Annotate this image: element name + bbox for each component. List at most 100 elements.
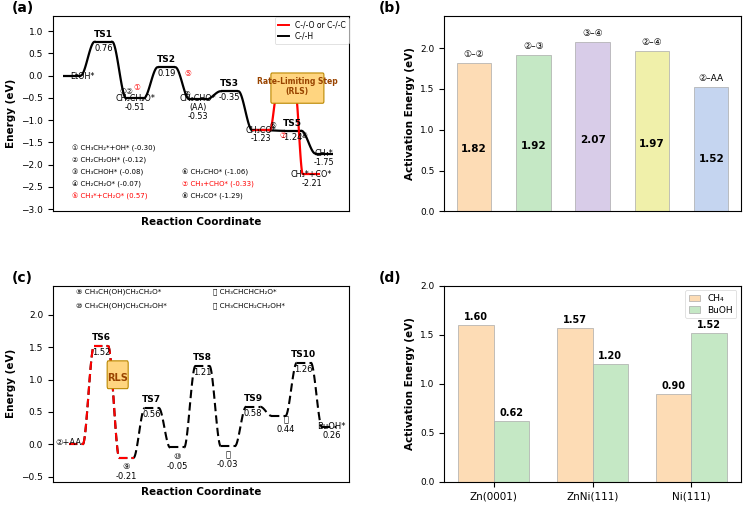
Text: ②+AA: ②+AA [55,438,81,447]
Bar [494,421,529,482]
Bar [458,325,494,482]
Text: 1.21: 1.21 [194,368,212,377]
Text: ⑩: ⑩ [173,452,181,461]
Text: ①: ① [133,83,140,92]
Text: ②–AA: ②–AA [699,74,723,83]
Text: CH₄*: CH₄* [314,149,333,158]
Text: ④: ④ [184,90,191,99]
Text: ⑨: ⑨ [122,463,130,471]
Text: ⑧ CH₂CO* (-1.29): ⑧ CH₂CO* (-1.29) [182,193,243,200]
Text: ①: ① [120,87,127,96]
Text: EtOH*: EtOH* [70,72,94,81]
Text: 0.44: 0.44 [277,425,296,435]
Text: TS8: TS8 [193,353,212,362]
Text: TS5: TS5 [284,119,302,128]
Text: ⑤: ⑤ [184,69,191,78]
Text: ⑨ CH₃CH(OH)CH₂CH₂O*: ⑨ CH₃CH(OH)CH₂CH₂O* [76,289,161,295]
Text: 0.62: 0.62 [500,408,524,418]
Text: 1.52: 1.52 [92,348,110,357]
Y-axis label: Activation Energy (eV): Activation Energy (eV) [404,318,415,450]
Text: -1.75: -1.75 [314,158,335,167]
Y-axis label: Energy (eV): Energy (eV) [6,349,16,419]
Text: (c): (c) [11,271,33,285]
Text: 2.07: 2.07 [580,136,606,146]
Text: CH₃CH₂O*: CH₃CH₂O* [115,94,155,103]
Bar [575,42,610,211]
Text: ② CH₂CH₂OH* (-0.12): ② CH₂CH₂OH* (-0.12) [72,156,147,163]
Text: -0.51: -0.51 [125,103,145,112]
Text: 1.52: 1.52 [697,320,721,330]
Text: ⑫: ⑫ [284,416,289,425]
Text: 1.57: 1.57 [562,315,587,325]
Text: TS3: TS3 [220,79,239,88]
Bar [635,51,669,211]
Text: 0.19: 0.19 [157,69,175,78]
Text: 0.90: 0.90 [662,381,686,391]
Text: TS9: TS9 [243,394,262,403]
Text: TS10: TS10 [291,350,317,359]
Legend: C-/-O or C-/-C, C-/-H: C-/-O or C-/-C, C-/-H [275,18,349,44]
Text: ⑩ CH₃CH(OH)CH₂CH₂OH*: ⑩ CH₃CH(OH)CH₂CH₂OH* [76,303,166,309]
Text: ⑤ CH₃*+CH₂O* (0.57): ⑤ CH₃*+CH₂O* (0.57) [72,193,147,200]
Text: TS6: TS6 [91,333,110,342]
Text: ① CH₃CH₂*+OH* (-0.30): ① CH₃CH₂*+OH* (-0.30) [72,145,156,152]
Text: 0.58: 0.58 [244,409,262,418]
Text: TS2: TS2 [157,55,176,64]
Text: ⑦: ⑦ [280,131,287,140]
Bar [692,333,727,482]
Text: -1.24: -1.24 [282,133,303,142]
Text: 0.76: 0.76 [94,44,113,53]
FancyBboxPatch shape [271,73,324,103]
Text: 1.82: 1.82 [461,144,487,154]
Text: BuOH*: BuOH* [318,422,346,430]
Text: TS7: TS7 [142,395,161,404]
Text: -0.53: -0.53 [187,112,209,121]
Text: TS1: TS1 [94,30,113,39]
Text: 1.92: 1.92 [520,140,546,151]
Text: Rate-Limiting Step
(RLS): Rate-Limiting Step (RLS) [257,77,338,96]
Text: TS4: TS4 [277,78,296,87]
Text: ①–②: ①–② [463,50,485,59]
Y-axis label: Activation Energy (eV): Activation Energy (eV) [404,47,415,180]
Text: ⑧: ⑧ [300,131,307,140]
Text: -0.05: -0.05 [166,462,187,471]
Bar [656,394,692,482]
Text: 0.26: 0.26 [323,431,341,440]
Text: -0.35: -0.35 [218,93,240,103]
Y-axis label: Energy (eV): Energy (eV) [6,79,16,148]
Text: -0.03: -0.03 [217,461,239,469]
Text: 1.26: 1.26 [295,365,313,373]
Text: ②–③: ②–③ [523,41,544,51]
Bar [557,328,593,482]
Text: 0.56: 0.56 [143,410,161,419]
Legend: CH₄, BuOH: CH₄, BuOH [686,291,736,318]
Text: 1.97: 1.97 [639,139,665,149]
Bar [593,364,628,482]
Text: (AA): (AA) [189,103,206,112]
Bar [516,55,550,211]
Text: -0.33: -0.33 [275,93,297,102]
Text: -2.21: -2.21 [302,179,322,188]
Text: 1.20: 1.20 [599,351,622,361]
Text: CH₃CHO*: CH₃CHO* [180,94,216,103]
X-axis label: Reaction Coordinate: Reaction Coordinate [141,217,262,227]
Text: RLS: RLS [107,373,128,383]
Text: ②: ② [125,87,133,96]
Text: (b): (b) [379,1,401,15]
Text: ⑪: ⑪ [225,451,231,459]
Text: ②–④: ②–④ [642,37,662,47]
Text: ⑪ CH₃CHCHCH₂O*: ⑪ CH₃CHCHCH₂O* [212,289,276,295]
Text: -1.23: -1.23 [251,134,271,143]
FancyBboxPatch shape [107,361,129,388]
Text: ③–④: ③–④ [582,30,603,38]
Text: ⑥ CH₂CHO* (-1.06): ⑥ CH₂CHO* (-1.06) [182,169,249,176]
Text: CH₃*+CO*: CH₃*+CO* [291,170,333,179]
Text: ⑥: ⑥ [270,121,277,130]
Text: CH₃CO*: CH₃CO* [246,125,277,135]
Text: ④ CH₂CH₂O* (-0.07): ④ CH₂CH₂O* (-0.07) [72,181,141,188]
Text: (a): (a) [11,1,34,15]
Text: ⑫ CH₃CHCH₂CH₂OH*: ⑫ CH₃CHCH₂CH₂OH* [212,303,284,309]
Text: -0.21: -0.21 [116,472,137,481]
X-axis label: Reaction Coordinate: Reaction Coordinate [141,487,262,497]
Text: 1.52: 1.52 [699,154,724,164]
